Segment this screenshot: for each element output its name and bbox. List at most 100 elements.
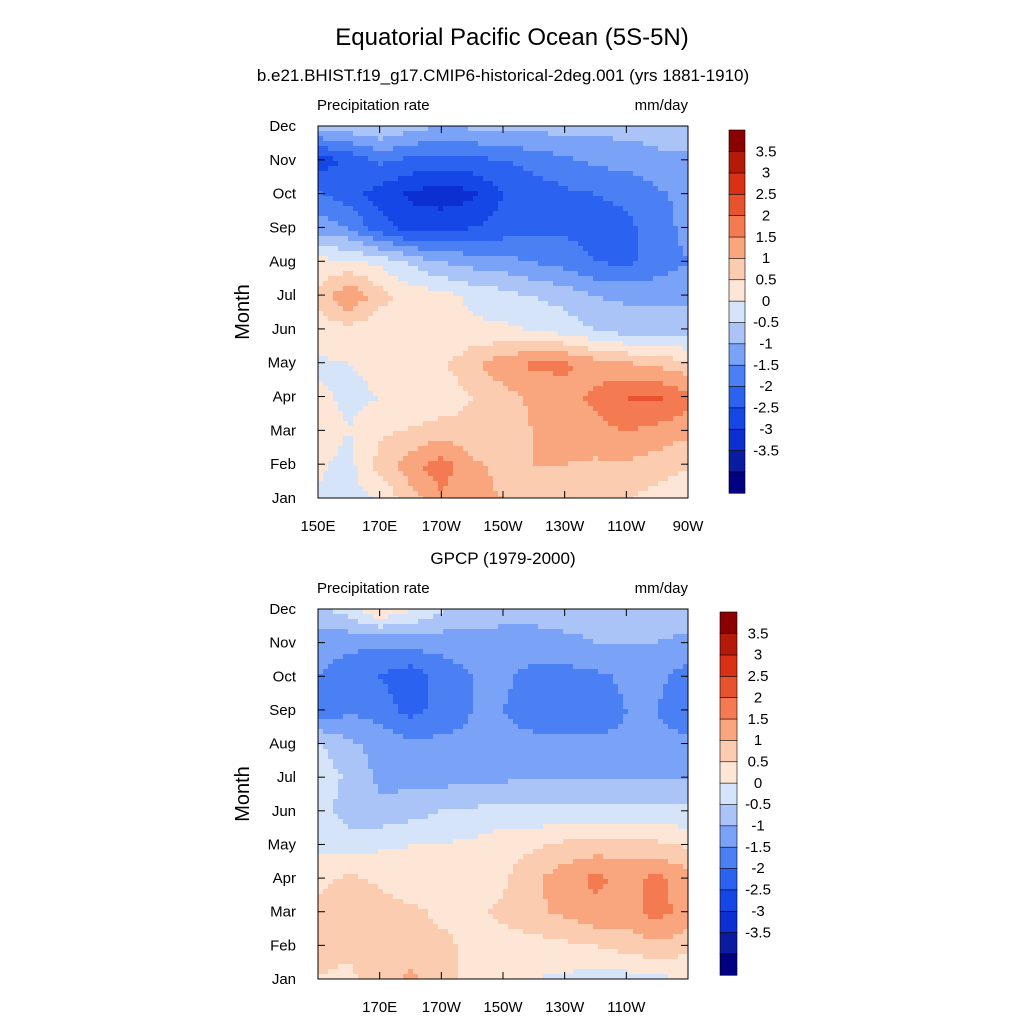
contour-cell [338,271,344,277]
contour-cell [558,441,564,447]
contour-cell [538,381,544,387]
contour-cell [433,301,439,307]
contour-cell [553,331,559,337]
contour-cell [478,321,484,327]
contour-cell [418,156,424,162]
contour-cell [583,156,589,162]
contour-cell [458,206,464,212]
contour-cell [353,301,359,307]
contour-cell [478,361,484,367]
contour-cell [318,166,324,172]
contour-cell [323,326,329,332]
contour-cell [578,401,584,407]
contour-cell [638,306,644,312]
contour-cell [448,156,454,162]
contour-cell [548,446,554,452]
contour-cell [438,226,444,232]
contour-cell [628,411,634,417]
contour-cell [403,416,409,422]
contour-cell [583,351,589,357]
contour-cell [563,261,569,267]
contour-cell [448,436,454,442]
contour-cell [408,176,414,182]
contour-cell [528,331,534,337]
contour-cell [443,181,449,187]
contour-cell [548,366,554,372]
contour-cell [523,181,529,187]
contour-cell [488,166,494,172]
contour-cell [553,176,559,182]
contour-cell [343,341,349,347]
contour-cell [588,381,594,387]
contour-cell [628,286,634,292]
contour-cell [378,441,384,447]
contour-cell [478,246,484,252]
contour-cell [513,346,519,352]
contour-cell [458,261,464,267]
contour-cell [448,136,454,142]
contour-cell [543,451,549,457]
contour-cell [618,381,624,387]
contour-cell [643,196,649,202]
contour-cell [598,166,604,172]
contour-cell [613,456,619,462]
contour-cell [438,221,444,227]
contour-cell [428,411,434,417]
contour-cell [423,161,429,167]
contour-cell [638,196,644,202]
contour-cell [363,446,369,452]
contour-cell [363,341,369,347]
contour-cell [603,276,609,282]
contour-cell [488,291,494,297]
contour-cell [478,226,484,232]
contour-cell [473,236,479,242]
contour-cell [528,286,534,292]
contour-cell [458,356,464,362]
contour-cell [343,456,349,462]
contour-cell [443,291,449,297]
contour-cell [578,206,584,212]
contour-cell [318,216,324,222]
contour-cell [573,431,579,437]
contour-cell [373,256,379,262]
contour-cell [368,411,374,417]
contour-cell [328,361,334,367]
contour-cell [413,131,419,137]
contour-cell [583,416,589,422]
contour-cell [618,406,624,412]
contour-cell [353,231,359,237]
contour-cell [343,151,349,157]
contour-cell [603,261,609,267]
contour-cell [558,271,564,277]
contour-cell [623,441,629,447]
contour-cell [433,386,439,392]
contour-cell [548,151,554,157]
contour-cell [633,386,639,392]
contour-cell [448,441,454,447]
contour-cell [493,221,499,227]
contour-cell [518,391,524,397]
contour-cell [588,266,594,272]
contour-cell [578,426,584,432]
contour-cell [468,306,474,312]
contour-cell [513,406,519,412]
contour-cell [523,166,529,172]
contour-cell [443,391,449,397]
contour-cell [318,146,324,152]
contour-cell [563,376,569,382]
contour-cell [553,166,559,172]
contour-cell [348,236,354,242]
contour-cell [458,166,464,172]
contour-cell [463,436,469,442]
contour-cell [448,131,454,137]
contour-cell [348,191,354,197]
contour-cell [658,171,664,177]
contour-cell [348,171,354,177]
contour-cell [583,366,589,372]
contour-cell [338,456,344,462]
contour-cell [638,356,644,362]
contour-cell [588,386,594,392]
contour-cell [508,141,514,147]
contour-cell [533,256,539,262]
contour-cell [658,236,664,242]
